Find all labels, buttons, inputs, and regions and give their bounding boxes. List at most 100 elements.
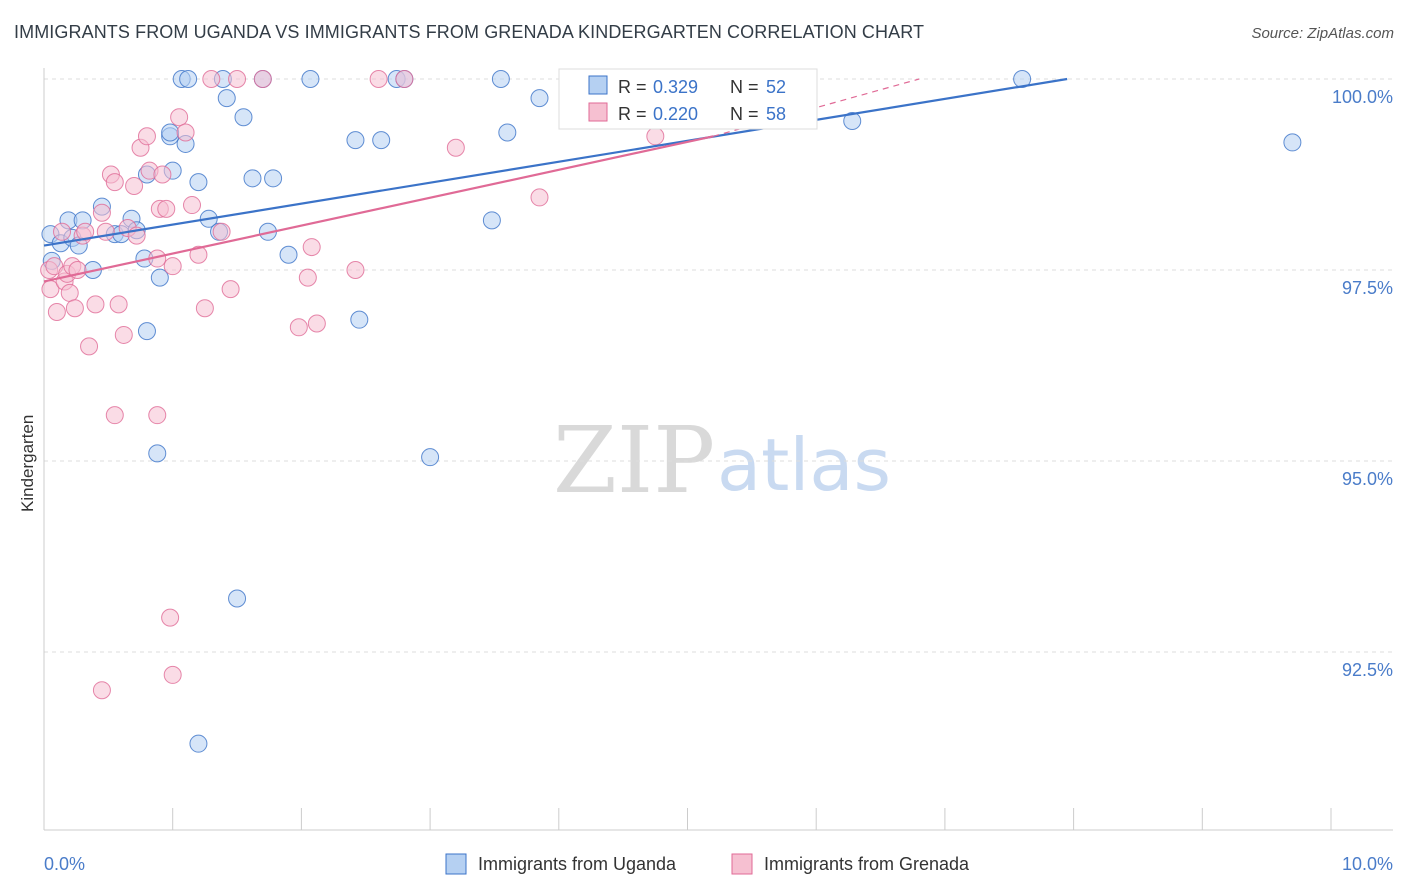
stats-n-label-uganda: N = (730, 77, 759, 97)
grenada-point (183, 196, 202, 215)
grenada-point (60, 283, 79, 302)
grenada-point (161, 608, 180, 627)
grenada-point (646, 127, 665, 146)
stats-r-value-grenada: 0.220 (653, 104, 698, 124)
uganda-point (843, 112, 862, 131)
grenada-point (92, 203, 111, 222)
x-axis-max-label: 10.0% (1342, 854, 1393, 874)
stats-r-value-uganda: 0.329 (653, 77, 698, 97)
legend-swatch-uganda (445, 853, 467, 875)
uganda-point (234, 108, 253, 127)
grenada-point (53, 222, 72, 241)
stats-r-label-uganda: R = (618, 77, 647, 97)
grenada-point (105, 173, 124, 192)
grenada-point (109, 295, 128, 314)
uganda-point (530, 89, 549, 108)
uganda-point (1283, 133, 1302, 152)
trend-line-grenada (43, 135, 714, 283)
grenada-point (195, 299, 214, 318)
grenada-point (202, 70, 221, 88)
uganda-point (421, 448, 440, 467)
grenada-point (65, 299, 84, 318)
y-tick-label: 97.5% (1342, 278, 1393, 298)
uganda-point (498, 123, 517, 142)
y-tick-label: 95.0% (1342, 469, 1393, 489)
uganda-point (1013, 70, 1032, 88)
grenada-point (92, 681, 111, 700)
grenada-point (163, 665, 182, 684)
grenada-point (157, 199, 176, 218)
grenada-point (176, 123, 195, 142)
uganda-point (189, 173, 208, 192)
grenada-point (221, 280, 240, 299)
series-grenada-points (40, 70, 665, 700)
stats-legend: R = 0.329 N = 52 R = 0.220 N = 58 (558, 68, 818, 130)
uganda-point (491, 70, 510, 88)
stats-n-label-grenada: N = (730, 104, 759, 124)
uganda-point (161, 123, 180, 142)
uganda-point (372, 131, 391, 150)
uganda-point (137, 322, 156, 341)
watermark-atlas: atlas (717, 423, 891, 507)
uganda-point (264, 169, 283, 188)
grenada-point (80, 337, 99, 356)
uganda-point (350, 310, 369, 329)
source-credit: Source: ZipAtlas.com (1251, 25, 1394, 42)
grenada-point (395, 70, 414, 88)
y-tick-labels: 100.0% 97.5% 95.0% 92.5% (1332, 87, 1393, 680)
grenada-point (170, 108, 189, 127)
legend-swatch-grenada (731, 853, 753, 875)
grenada-point (105, 406, 124, 425)
grenada-point (189, 245, 208, 264)
uganda-point (346, 131, 365, 150)
legend-label-uganda: Immigrants from Uganda (478, 854, 677, 874)
stats-swatch-uganda (588, 75, 608, 95)
watermark-zip: ZIP (553, 407, 715, 514)
trend-line-uganda (43, 77, 1068, 247)
grenada-point (307, 314, 326, 333)
uganda-point (179, 70, 198, 88)
stats-r-label-grenada: R = (618, 104, 647, 124)
grenada-point (446, 138, 465, 157)
stats-swatch-grenada (588, 102, 608, 122)
grenada-point (86, 295, 105, 314)
y-tick-label: 100.0% (1332, 87, 1393, 107)
grenada-point (148, 406, 167, 425)
uganda-point (148, 444, 167, 463)
grenada-point (47, 303, 66, 322)
grenada-point (369, 70, 388, 88)
grenada-point (96, 222, 115, 241)
grid-lines (44, 78, 1393, 653)
grenada-point (228, 70, 247, 88)
uganda-point (228, 589, 247, 608)
uganda-point (189, 734, 208, 753)
grenada-point (76, 222, 95, 241)
uganda-point (150, 268, 169, 287)
uganda-point (243, 169, 262, 188)
stats-n-value-grenada: 58 (766, 104, 786, 124)
grenada-point (298, 268, 317, 287)
uganda-point (279, 245, 298, 264)
y-axis-label: Kindergarten (18, 415, 37, 512)
legend-label-grenada: Immigrants from Grenada (764, 854, 970, 874)
grenada-point (125, 176, 144, 195)
grenada-point (163, 257, 182, 276)
stats-n-value-uganda: 52 (766, 77, 786, 97)
grenada-point (212, 222, 231, 241)
grenada-point (253, 70, 272, 88)
uganda-point (301, 70, 320, 88)
axes (43, 68, 1393, 831)
grenada-point (346, 261, 365, 279)
grenada-point (530, 188, 549, 207)
grenada-point (153, 165, 172, 184)
grenada-point (289, 318, 308, 337)
x-axis-min-label: 0.0% (44, 854, 85, 874)
uganda-point (217, 89, 236, 108)
grenada-point (302, 238, 321, 257)
grenada-point (137, 127, 156, 146)
y-tick-label: 92.5% (1342, 660, 1393, 680)
series-legend: Immigrants from Uganda Immigrants from G… (445, 853, 970, 875)
uganda-point (482, 211, 501, 230)
chart-title: IMMIGRANTS FROM UGANDA VS IMMIGRANTS FRO… (14, 22, 925, 42)
